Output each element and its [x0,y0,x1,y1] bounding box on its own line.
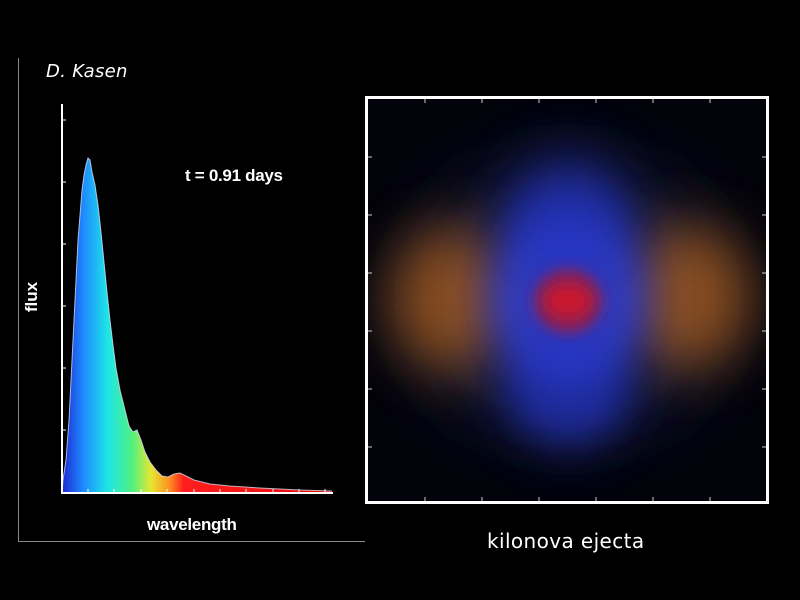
right-lobe [622,225,750,369]
ejecta-frame-ticks [368,99,766,501]
ejecta-caption: kilonova ejecta [487,529,645,553]
panel-frame-bottom-line [18,541,365,542]
blue-halo-lower [508,339,628,439]
spectrum-outline [61,157,333,493]
y-axis-ticks [62,119,66,431]
time-label: t = 0.91 days [185,166,283,185]
author-credit: D. Kasen [46,61,128,82]
y-axis-label: flux [22,281,41,313]
spectrum-fill [62,158,332,493]
x-axis-label: wavelength [147,515,237,534]
panel-frame-left-line [18,58,19,542]
ejecta-render [391,149,750,449]
left-lobe [391,227,515,371]
blue-halo-upper [508,179,628,269]
ejecta-visualization [365,96,769,504]
red-core [546,285,590,317]
x-axis-ticks [87,489,326,493]
